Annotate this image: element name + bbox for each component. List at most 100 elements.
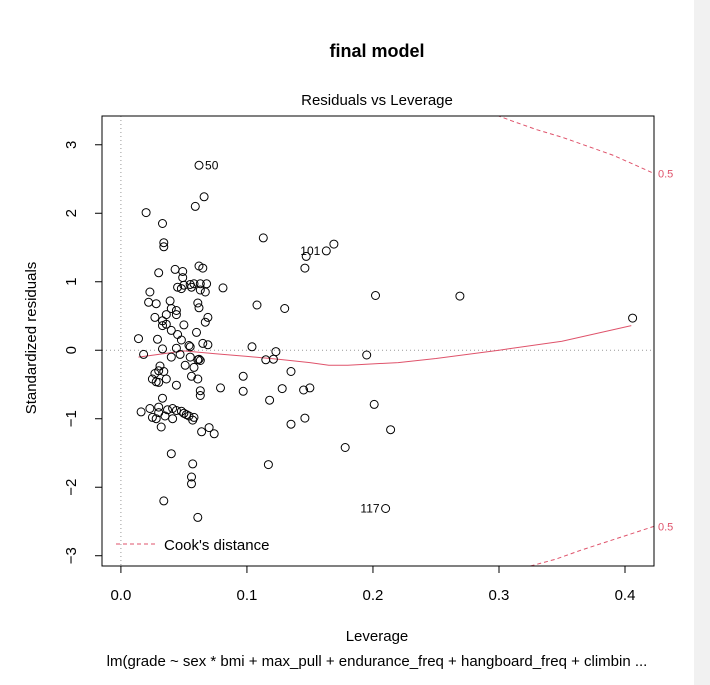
y-axis-label: Standardized residuals <box>23 262 40 415</box>
cook-contour-lower <box>530 525 654 566</box>
data-point <box>263 460 273 470</box>
data-point <box>340 443 350 452</box>
data-point <box>362 350 372 360</box>
data-point <box>197 427 207 437</box>
data-point <box>154 402 164 412</box>
data-point <box>455 291 465 301</box>
data-point <box>166 352 176 362</box>
data-point <box>187 371 196 381</box>
data-point <box>189 362 199 372</box>
cook-label-lower: 0.5 <box>658 521 673 533</box>
outlier-labels: 50 101 117 <box>205 158 380 515</box>
data-point <box>179 320 189 330</box>
data-point <box>198 263 208 273</box>
data-point <box>168 414 178 424</box>
data-point <box>159 496 169 506</box>
point-label-50: 50 <box>205 158 219 172</box>
y-axis: −3 −2 −1 0 1 2 3 <box>63 141 103 564</box>
point-label-117: 117 <box>360 501 379 515</box>
data-point <box>158 344 167 354</box>
data-point <box>156 422 166 432</box>
data-point <box>209 429 219 439</box>
data-point <box>179 280 189 290</box>
legend-cook-label: Cook's distance <box>164 537 269 554</box>
data-point <box>265 395 275 405</box>
data-point <box>194 160 204 170</box>
data-point <box>194 354 204 364</box>
data-point <box>203 340 213 350</box>
legend: Cook's distance <box>116 537 269 554</box>
y-tick-label: 0 <box>63 346 80 354</box>
data-point <box>193 374 203 384</box>
data-point <box>170 264 180 274</box>
data-point <box>200 317 210 327</box>
data-point <box>166 304 176 313</box>
data-point <box>195 391 205 400</box>
data-point <box>155 361 165 371</box>
data-point <box>188 415 198 425</box>
data-point <box>286 419 296 429</box>
data-point <box>261 355 271 365</box>
data-point <box>144 297 154 307</box>
data-point <box>271 347 281 357</box>
cooks-distance-contours <box>497 116 654 566</box>
data-point <box>252 300 262 310</box>
data-point <box>166 449 176 459</box>
x-tick-label: 0.2 <box>363 587 384 604</box>
data-point <box>218 283 228 293</box>
data-point <box>628 313 638 323</box>
data-point <box>299 385 309 395</box>
data-point <box>145 287 155 297</box>
data-point <box>194 303 204 313</box>
data-point <box>192 327 201 337</box>
data-point <box>238 371 248 381</box>
y-tick-label: −2 <box>63 479 80 496</box>
data-point <box>187 479 196 489</box>
data-point <box>154 268 164 278</box>
data-point <box>195 356 205 365</box>
data-point <box>386 425 396 435</box>
data-point <box>171 310 181 320</box>
data-point <box>193 512 203 522</box>
data-point <box>161 374 171 384</box>
x-axis-label: Leverage <box>346 628 409 645</box>
data-point <box>305 383 315 393</box>
data-point <box>141 208 151 218</box>
data-point <box>150 312 160 322</box>
cooks-contour-labels: 0.5 0.5 <box>658 169 673 534</box>
plot-frame <box>101 115 655 567</box>
data-point <box>321 246 331 256</box>
data-point <box>160 411 170 421</box>
data-point <box>300 263 310 273</box>
x-axis: 0.0 0.1 0.2 0.3 0.4 <box>110 565 636 604</box>
data-point <box>301 251 311 261</box>
data-point <box>203 312 213 322</box>
data-point <box>280 304 290 313</box>
data-point <box>199 192 209 202</box>
data-point <box>369 399 379 409</box>
data-point <box>184 341 194 350</box>
data-point <box>185 342 195 352</box>
x-tick-label: 0.4 <box>615 587 636 604</box>
data-point <box>216 383 225 393</box>
data-points <box>134 160 638 522</box>
chart-subtitle: Residuals vs Leverage <box>301 92 453 109</box>
data-point <box>147 412 157 422</box>
data-point <box>195 285 205 295</box>
data-point <box>195 386 205 396</box>
data-point <box>165 296 175 306</box>
data-point <box>198 338 208 348</box>
data-point <box>247 342 257 352</box>
chart-title: final model <box>329 41 424 61</box>
data-point <box>158 393 167 403</box>
data-point <box>158 321 167 331</box>
model-formula-caption: lm(grade ~ sex * bmi + max_pull + endura… <box>107 653 648 670</box>
residuals-vs-leverage-plot: final model Residuals vs Leverage Levera… <box>23 41 673 670</box>
x-tick-label: 0.0 <box>110 587 131 604</box>
x-tick-label: 0.1 <box>237 587 258 604</box>
y-tick-label: −1 <box>63 410 80 427</box>
data-point <box>187 472 196 482</box>
data-point <box>153 334 162 344</box>
data-point <box>159 238 169 248</box>
data-point <box>134 334 143 344</box>
